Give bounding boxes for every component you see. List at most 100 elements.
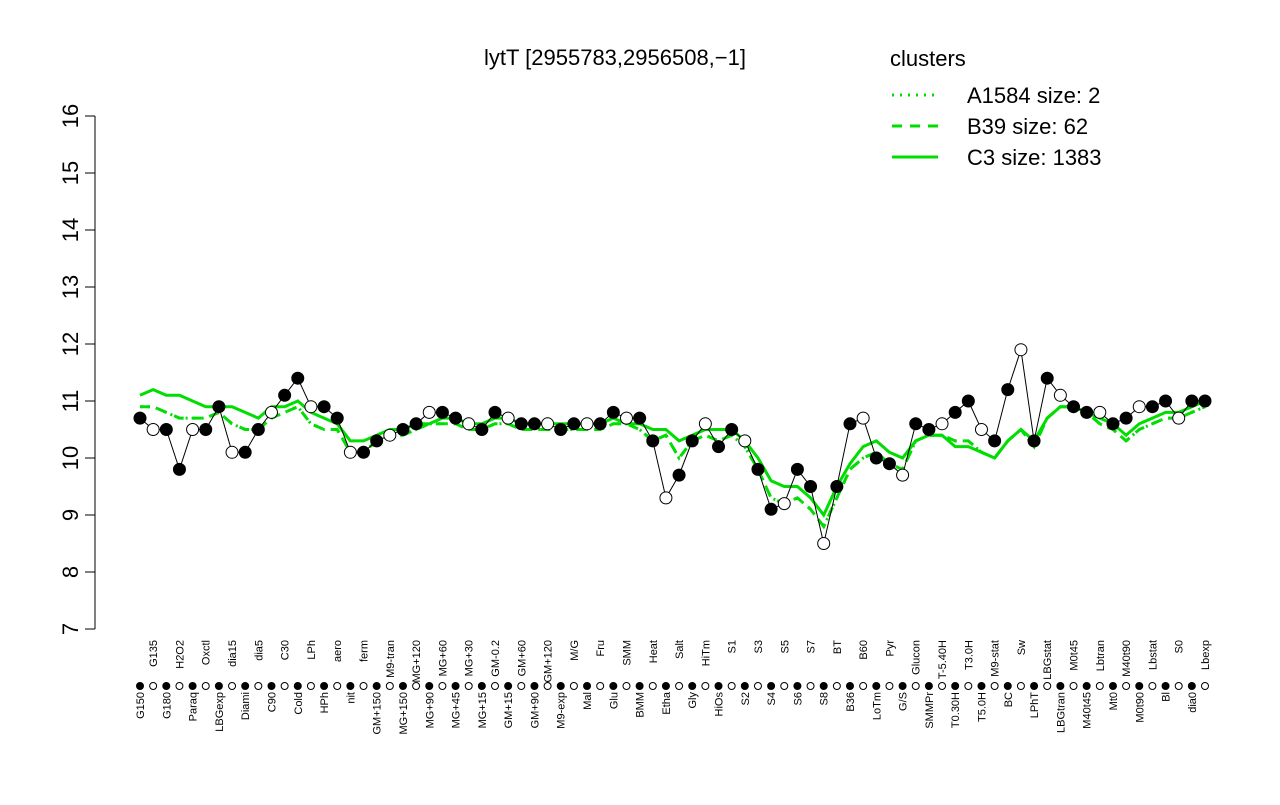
x-tick-label: M9-stat bbox=[990, 640, 1002, 677]
data-point bbox=[1106, 417, 1120, 431]
x-tick-label: GM-0.2 bbox=[490, 640, 502, 677]
series-line bbox=[139, 387, 1206, 518]
category-marker bbox=[556, 682, 565, 690]
category-marker bbox=[727, 682, 736, 690]
data-point bbox=[988, 434, 1002, 448]
category-marker bbox=[951, 682, 960, 690]
category-marker bbox=[136, 682, 144, 690]
data-point bbox=[685, 434, 699, 448]
data-point bbox=[764, 502, 778, 516]
category-marker bbox=[1069, 682, 1078, 690]
y-tick-label: 14 bbox=[58, 218, 83, 242]
x-tick-label: M0t90 bbox=[1134, 692, 1146, 723]
category-marker bbox=[964, 682, 973, 690]
category-marker bbox=[583, 682, 592, 690]
category-marker bbox=[188, 682, 197, 690]
x-tick-label: BMM bbox=[635, 692, 647, 718]
data-point bbox=[1001, 383, 1015, 397]
data-point bbox=[514, 417, 528, 431]
data-point bbox=[1172, 411, 1186, 425]
data-point bbox=[264, 405, 278, 419]
category-marker bbox=[306, 682, 315, 690]
data-point bbox=[370, 434, 384, 448]
x-tick-label: Salt bbox=[674, 640, 686, 659]
category-marker bbox=[609, 682, 618, 690]
x-tick-label: Mal bbox=[582, 692, 594, 710]
category-marker bbox=[320, 682, 329, 690]
x-tick-label: T5.0H bbox=[976, 692, 988, 722]
category-marker bbox=[740, 682, 749, 690]
x-tick-label: S1 bbox=[727, 640, 739, 653]
y-tick-label: 8 bbox=[58, 566, 83, 578]
x-tick-label: Sw bbox=[1016, 640, 1028, 655]
data-point bbox=[199, 423, 213, 436]
x-tick-label: Oxctl bbox=[201, 640, 213, 665]
category-marker bbox=[793, 682, 802, 690]
x-tick-label: B36 bbox=[845, 692, 857, 712]
x-tick-label: BT bbox=[832, 640, 844, 654]
category-marker bbox=[885, 682, 894, 690]
y-tick-label: 9 bbox=[58, 509, 83, 521]
data-point bbox=[422, 405, 436, 419]
x-tick-label: G180 bbox=[161, 692, 173, 719]
category-marker bbox=[1056, 682, 1065, 690]
category-marker bbox=[530, 682, 539, 690]
category-marker bbox=[688, 682, 697, 690]
x-tick-label: T3.0H bbox=[963, 640, 975, 670]
y-tick-label: 12 bbox=[58, 332, 83, 356]
x-tick-label: Gly bbox=[687, 692, 699, 709]
x-tick-label: Pyr bbox=[884, 640, 896, 657]
data-point bbox=[133, 411, 147, 425]
legend-label: A1584 size: 2 bbox=[967, 83, 1100, 108]
category-marker bbox=[412, 682, 421, 690]
x-tick-label: MG+15 bbox=[477, 692, 489, 728]
data-point bbox=[278, 388, 292, 402]
x-tick-label: MG+30 bbox=[464, 640, 476, 676]
category-marker bbox=[938, 682, 947, 690]
data-point bbox=[909, 417, 923, 431]
x-tick-label: G135 bbox=[148, 640, 160, 667]
category-marker bbox=[911, 682, 920, 690]
data-point bbox=[843, 417, 857, 431]
x-tick-label: LBGstat bbox=[1042, 640, 1054, 680]
category-marker bbox=[280, 682, 289, 690]
category-marker bbox=[977, 682, 986, 690]
data-point bbox=[830, 480, 844, 493]
category-marker bbox=[622, 682, 631, 690]
x-tick-label: S7 bbox=[806, 640, 818, 653]
x-tick-label: GM+60 bbox=[516, 640, 528, 676]
data-point bbox=[291, 371, 305, 385]
category-marker bbox=[1148, 682, 1157, 690]
category-marker bbox=[1122, 682, 1131, 690]
x-tick-label: Lbstat bbox=[1147, 640, 1159, 670]
x-tick-label: Paraq bbox=[188, 692, 200, 721]
category-marker bbox=[293, 682, 302, 690]
x-tick-label: SMMPr bbox=[924, 692, 936, 729]
data-point bbox=[817, 537, 831, 550]
x-tick-label: BC bbox=[1003, 692, 1015, 707]
x-tick-label: S2 bbox=[740, 692, 752, 705]
x-tick-label: Diami bbox=[240, 692, 252, 720]
category-marker bbox=[517, 682, 526, 690]
data-point bbox=[396, 423, 410, 436]
data-point bbox=[606, 405, 620, 419]
data-point bbox=[317, 400, 331, 414]
category-marker bbox=[1016, 682, 1025, 690]
category-marker bbox=[1135, 682, 1144, 690]
category-marker bbox=[425, 682, 434, 690]
x-tick-label: GM+90 bbox=[529, 692, 541, 728]
x-tick-label: HiTm bbox=[700, 640, 712, 666]
data-point bbox=[725, 423, 739, 436]
x-tick-label: Etha bbox=[661, 691, 673, 715]
category-marker bbox=[398, 682, 407, 690]
x-tick-label: M/G bbox=[569, 640, 581, 661]
category-marker bbox=[372, 682, 381, 690]
x-tick-label: Heat bbox=[648, 640, 660, 663]
x-tick-label: Glu bbox=[608, 692, 620, 709]
y-tick-label: 11 bbox=[58, 390, 83, 413]
x-tick-label: MG+45 bbox=[451, 692, 463, 728]
series-line bbox=[140, 404, 1206, 530]
x-tick-label: S0 bbox=[1174, 640, 1186, 653]
data-point bbox=[186, 423, 200, 436]
x-tick-label: GM+15 bbox=[503, 692, 515, 728]
